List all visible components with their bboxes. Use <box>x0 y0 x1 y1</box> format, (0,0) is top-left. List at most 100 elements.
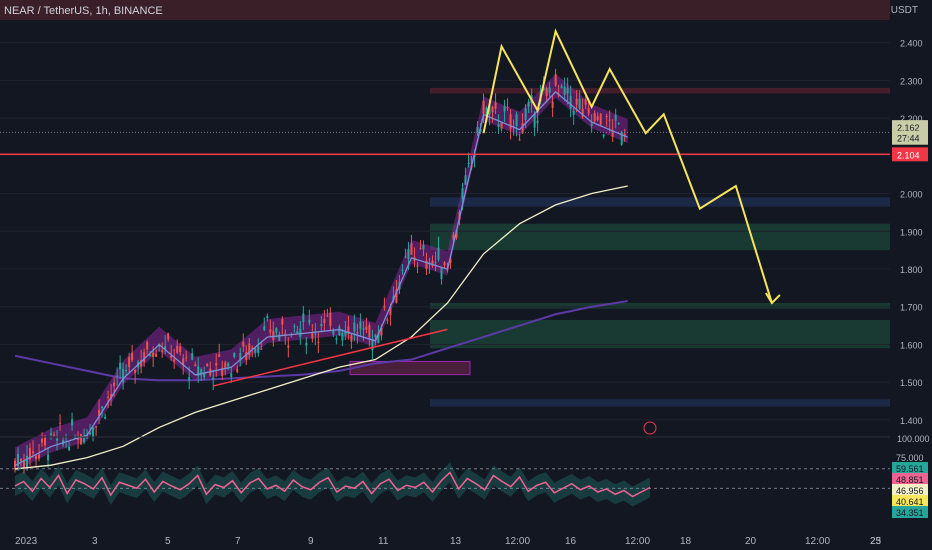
rsi-label-bg <box>892 451 928 463</box>
candle-body <box>80 434 83 445</box>
price-tick: 1.500 <box>900 378 923 388</box>
candle-body <box>611 130 614 137</box>
price-tick: 2.300 <box>900 76 923 86</box>
price-tick: 1.400 <box>900 416 923 426</box>
candle-body <box>350 335 353 342</box>
candle-body <box>23 460 26 468</box>
candle-body <box>563 86 566 95</box>
candle-body <box>569 95 572 109</box>
candle-body <box>476 127 479 134</box>
time-tick: 25 <box>870 536 882 547</box>
candle-body <box>377 332 380 344</box>
candle-body <box>170 355 173 358</box>
candle-body <box>407 249 410 259</box>
time-tick: 18 <box>680 536 692 547</box>
candle-body <box>176 346 179 353</box>
candle-body <box>488 105 491 115</box>
candle-body <box>179 346 182 352</box>
candle-body <box>440 267 443 280</box>
candle-body <box>269 329 272 333</box>
price-tick: 1.600 <box>900 340 923 350</box>
time-tick: 12:00 <box>805 536 830 547</box>
candle-body <box>104 417 107 419</box>
candle-body <box>131 352 134 361</box>
candle-body <box>326 315 329 317</box>
candle-body <box>68 446 71 451</box>
candle-body <box>620 132 623 145</box>
zone-blue <box>430 197 890 207</box>
candle-body <box>482 100 485 114</box>
candle-body <box>344 331 347 336</box>
candle-body <box>581 108 584 117</box>
candle-body <box>617 123 620 125</box>
price-tick: 2.000 <box>900 190 923 200</box>
candle-body <box>356 332 359 334</box>
candle-body <box>71 419 74 426</box>
rsi-top-label: 100.000 <box>897 434 930 444</box>
candle-body <box>32 451 35 454</box>
candle-body <box>443 262 446 266</box>
candle-body <box>299 328 302 337</box>
candle-body <box>536 120 539 124</box>
candle-body <box>206 363 209 367</box>
zone-demand <box>430 319 890 349</box>
time-tick: 20 <box>745 536 757 547</box>
candle-body <box>272 330 275 341</box>
candle-body <box>365 326 368 330</box>
candle-body <box>431 260 434 266</box>
time-tick: 11 <box>378 536 389 547</box>
rsi-label-bg <box>892 506 928 518</box>
candle-body <box>74 437 77 440</box>
candle-body <box>320 323 323 326</box>
zone-blue <box>430 399 890 407</box>
candle-body <box>419 247 422 249</box>
candle-body <box>122 368 125 383</box>
candle-body <box>14 460 16 468</box>
time-tick: 16 <box>565 536 577 547</box>
candle-body <box>389 306 392 316</box>
candle-body <box>551 101 554 108</box>
candle-body <box>593 113 596 122</box>
candle-body <box>422 245 425 250</box>
candle-body <box>545 88 548 97</box>
countdown-label-bg <box>892 130 928 145</box>
candle-body <box>86 434 89 439</box>
candle-body <box>425 260 428 269</box>
candle-body <box>575 98 578 105</box>
candle-body <box>602 134 605 137</box>
candle-body <box>371 339 374 350</box>
candle-body <box>362 328 365 330</box>
candle-body <box>386 319 389 321</box>
rsi-label-bg <box>892 473 928 485</box>
candle-body <box>20 458 23 461</box>
rsi-value-label: 48.851 <box>896 475 924 485</box>
candle-body <box>191 353 194 360</box>
candle-body <box>311 333 314 339</box>
projection-arrowhead <box>765 292 781 305</box>
candle-body <box>245 352 248 361</box>
fast-ma-line <box>14 91 628 466</box>
time-tick: 5 <box>165 536 171 547</box>
candle-body <box>566 87 569 94</box>
candle-body <box>275 328 278 333</box>
candle-body <box>596 116 599 121</box>
candle-body <box>449 258 452 263</box>
rsi-line <box>14 471 651 498</box>
candle-body <box>233 352 236 357</box>
candle-body <box>572 110 575 115</box>
candle-body <box>134 369 137 373</box>
candle-body <box>116 375 119 377</box>
rsi-value-label: 46.956 <box>896 486 924 496</box>
candle-body <box>284 333 287 336</box>
candle-body <box>218 354 221 357</box>
header-band <box>0 0 890 20</box>
candle-body <box>161 350 164 353</box>
candle-body <box>188 377 191 381</box>
candle-body <box>437 247 440 260</box>
candle-body <box>347 326 350 334</box>
candle-body <box>404 256 407 258</box>
candle-body <box>452 234 455 240</box>
candle-body <box>143 352 146 363</box>
candle-body <box>98 409 101 416</box>
